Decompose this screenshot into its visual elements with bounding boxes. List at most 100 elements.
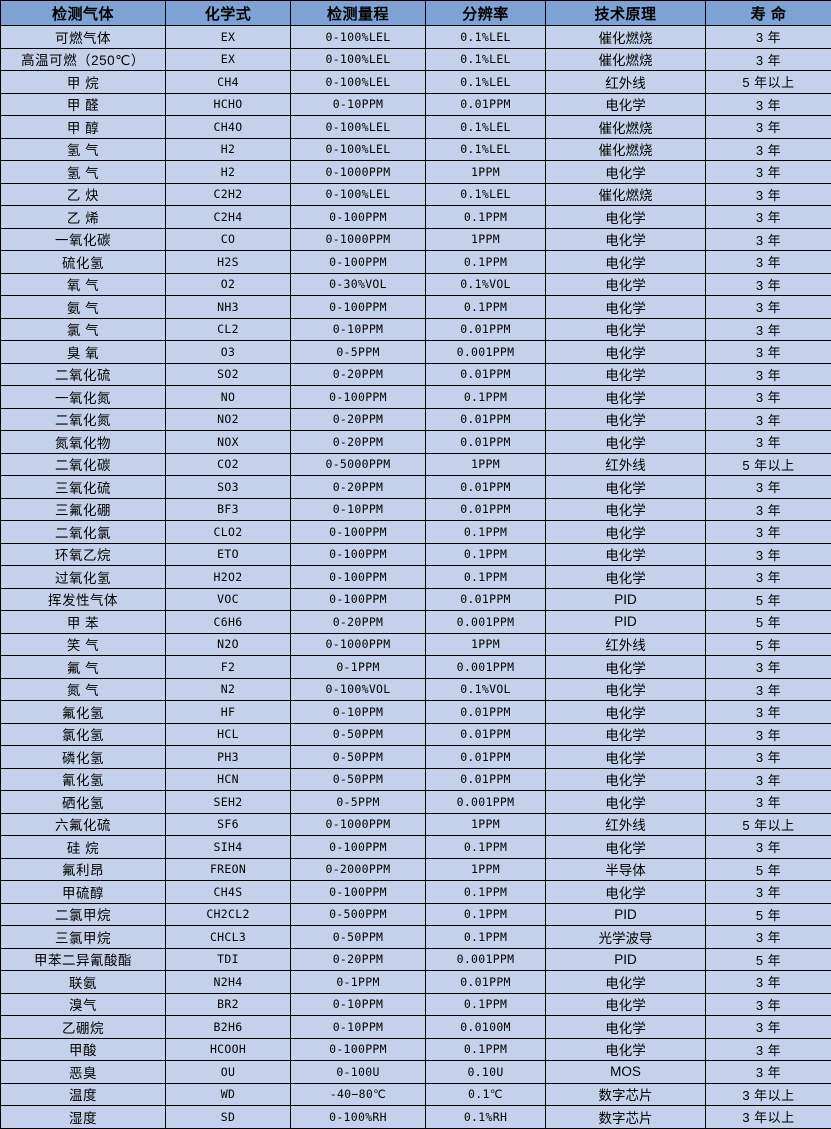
cell-range: 0-20PPM	[291, 611, 426, 634]
cell-formula: NO	[166, 386, 291, 409]
cell-gas: 硫化氢	[1, 251, 166, 274]
cell-life: 5 年以上	[706, 71, 831, 94]
cell-range: 0-100PPM	[291, 251, 426, 274]
column-header-resolution: 分辨率	[426, 1, 546, 26]
cell-res: 0.1PPM	[426, 926, 546, 949]
cell-res: 0.01PPM	[426, 318, 546, 341]
column-header-gas: 检测气体	[1, 1, 166, 26]
cell-range: 0-1000PPM	[291, 228, 426, 251]
cell-tech: 催化燃烧	[546, 116, 706, 139]
cell-res: 0.01PPM	[426, 476, 546, 499]
cell-life: 5 年	[706, 588, 831, 611]
cell-tech: 催化燃烧	[546, 48, 706, 71]
cell-formula: CH4	[166, 71, 291, 94]
cell-life: 3 年	[706, 363, 831, 386]
cell-formula: H2	[166, 161, 291, 184]
cell-range: 0-100%LEL	[291, 26, 426, 49]
cell-life: 3 年	[706, 836, 831, 859]
cell-formula: WD	[166, 1083, 291, 1106]
cell-formula: C6H6	[166, 611, 291, 634]
cell-life: 3 年	[706, 431, 831, 454]
cell-res: 0.1℃	[426, 1083, 546, 1106]
cell-res: 0.1PPM	[426, 521, 546, 544]
cell-range: 0-20PPM	[291, 431, 426, 454]
cell-res: 0.1%VOL	[426, 678, 546, 701]
cell-life: 5 年	[706, 903, 831, 926]
cell-tech: 电化学	[546, 656, 706, 679]
cell-life: 3 年以上	[706, 1083, 831, 1106]
cell-tech: 电化学	[546, 341, 706, 364]
cell-formula: CO	[166, 228, 291, 251]
cell-tech: PID	[546, 611, 706, 634]
cell-res: 1PPM	[426, 813, 546, 836]
cell-life: 5 年	[706, 948, 831, 971]
cell-formula: HCOOH	[166, 1038, 291, 1061]
cell-tech: 电化学	[546, 206, 706, 229]
cell-tech: 红外线	[546, 71, 706, 94]
cell-gas: 可燃气体	[1, 26, 166, 49]
cell-life: 3 年	[706, 993, 831, 1016]
cell-res: 0.1PPM	[426, 903, 546, 926]
cell-gas: 恶臭	[1, 1061, 166, 1084]
cell-res: 0.1PPM	[426, 566, 546, 589]
cell-life: 5 年以上	[706, 813, 831, 836]
cell-tech: 电化学	[546, 498, 706, 521]
cell-gas: 乙 烯	[1, 206, 166, 229]
cell-tech: 红外线	[546, 633, 706, 656]
cell-range: 0-30%VOL	[291, 273, 426, 296]
cell-formula: HCL	[166, 723, 291, 746]
cell-gas: 二氧化碳	[1, 453, 166, 476]
cell-tech: 电化学	[546, 543, 706, 566]
cell-gas: 氮氧化物	[1, 431, 166, 454]
cell-range: 0-100PPM	[291, 1038, 426, 1061]
cell-tech: 电化学	[546, 836, 706, 859]
cell-formula: BF3	[166, 498, 291, 521]
cell-range: 0-20PPM	[291, 408, 426, 431]
cell-life: 3 年以上	[706, 1106, 831, 1129]
cell-tech: 电化学	[546, 566, 706, 589]
cell-formula: EX	[166, 48, 291, 71]
cell-res: 0.1PPM	[426, 296, 546, 319]
cell-tech: 电化学	[546, 768, 706, 791]
cell-formula: EX	[166, 26, 291, 49]
cell-formula: FREON	[166, 858, 291, 881]
cell-range: 0-100%VOL	[291, 678, 426, 701]
cell-gas: 过氧化氢	[1, 566, 166, 589]
cell-range: 0-100%LEL	[291, 71, 426, 94]
cell-res: 0.1%LEL	[426, 116, 546, 139]
cell-range: 0-20PPM	[291, 363, 426, 386]
cell-formula: SO2	[166, 363, 291, 386]
cell-formula: F2	[166, 656, 291, 679]
cell-formula: BR2	[166, 993, 291, 1016]
cell-life: 3 年	[706, 746, 831, 769]
cell-gas: 氟化氢	[1, 701, 166, 724]
cell-life: 3 年	[706, 1016, 831, 1039]
cell-res: 1PPM	[426, 453, 546, 476]
cell-formula: CLO2	[166, 521, 291, 544]
cell-range: 0-5PPM	[291, 341, 426, 364]
cell-range: 0-100PPM	[291, 588, 426, 611]
cell-gas: 湿度	[1, 1106, 166, 1129]
cell-tech: 电化学	[546, 791, 706, 814]
cell-life: 3 年	[706, 228, 831, 251]
cell-formula: TDI	[166, 948, 291, 971]
cell-res: 0.1%LEL	[426, 183, 546, 206]
cell-res: 1PPM	[426, 161, 546, 184]
